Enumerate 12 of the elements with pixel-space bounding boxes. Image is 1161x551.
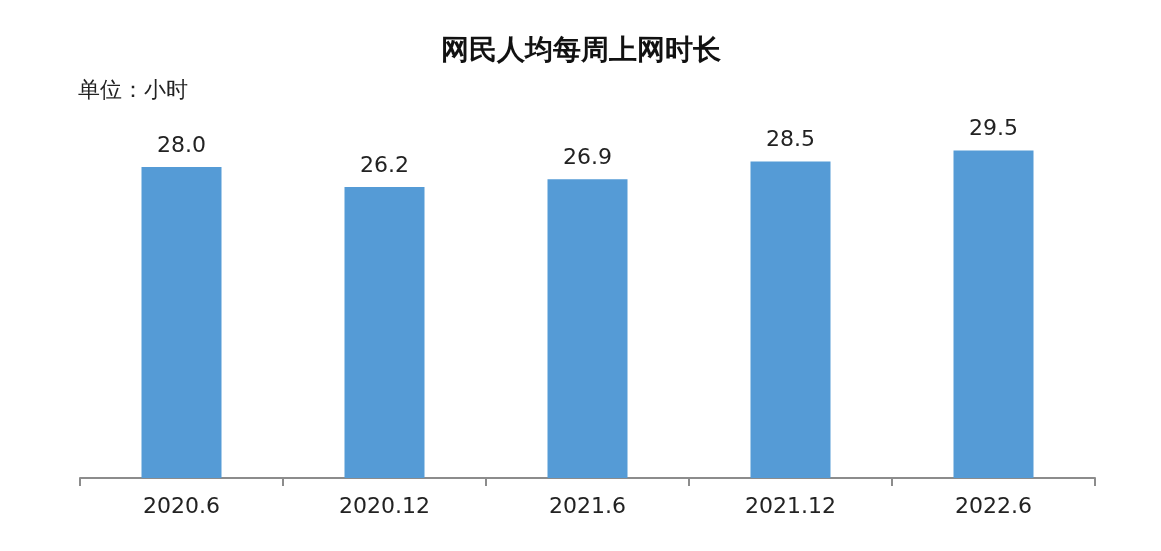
x-tick-label: 2020.6 [143,492,220,518]
x-tick-label: 2022.6 [955,492,1032,518]
x-tick-label: 2021.12 [745,492,836,518]
data-label: 26.9 [563,143,612,169]
data-label: 26.2 [360,151,409,177]
x-tick-label: 2021.6 [549,492,626,518]
data-label: 28.0 [157,131,206,157]
y-axis-title: 单位：小时 [78,76,188,102]
data-label: 28.5 [766,126,815,152]
data-label: 29.5 [969,114,1018,140]
chart-title: 网民人均每周上网时长 [440,32,721,66]
x-tick-label: 2020.12 [339,492,430,518]
